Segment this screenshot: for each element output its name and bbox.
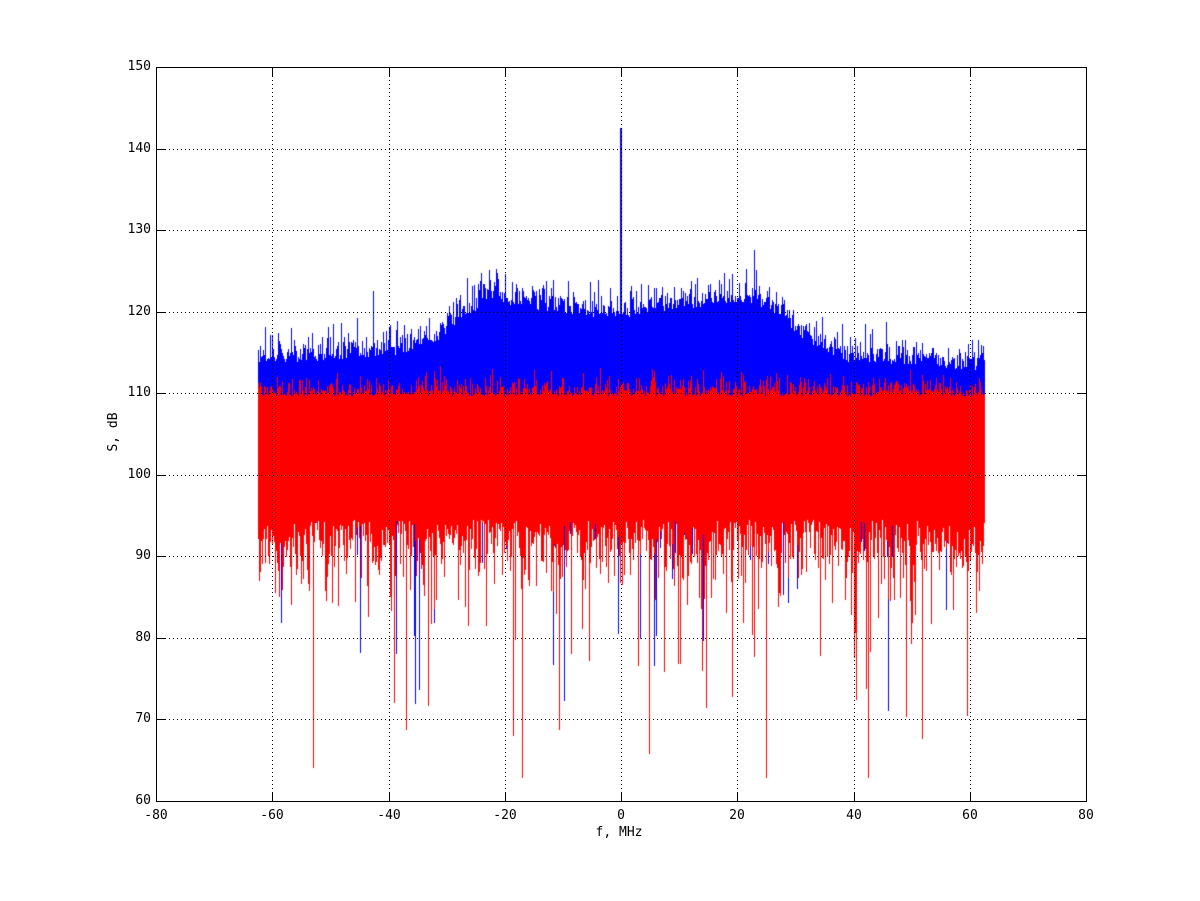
x-tick-label: -60 [260, 808, 284, 823]
x-axis-label: f, MHz [595, 825, 643, 840]
x-tick-label: -80 [144, 808, 168, 823]
x-tick-label: 80 [1078, 808, 1094, 823]
y-tick-label: 150 [127, 59, 151, 74]
x-tick-label: 60 [962, 808, 978, 823]
y-tick-label: 130 [127, 222, 151, 237]
y-axis-label: S, dB [106, 412, 121, 452]
y-tick-label: 90 [135, 548, 151, 563]
x-tick-label: 0 [617, 808, 625, 823]
y-tick-label: 140 [127, 141, 151, 156]
plot-border [156, 67, 1087, 802]
x-tick-label: 20 [729, 808, 745, 823]
y-tick-label: 100 [127, 467, 151, 482]
y-tick-label: 110 [127, 385, 151, 400]
y-tick-label: 70 [135, 711, 151, 726]
y-tick-label: 80 [135, 630, 151, 645]
y-tick-label: 60 [135, 793, 151, 808]
x-tick-label: -20 [493, 808, 517, 823]
x-tick-label: 40 [846, 808, 862, 823]
x-tick-label: -40 [377, 808, 401, 823]
y-tick-label: 120 [127, 304, 151, 319]
